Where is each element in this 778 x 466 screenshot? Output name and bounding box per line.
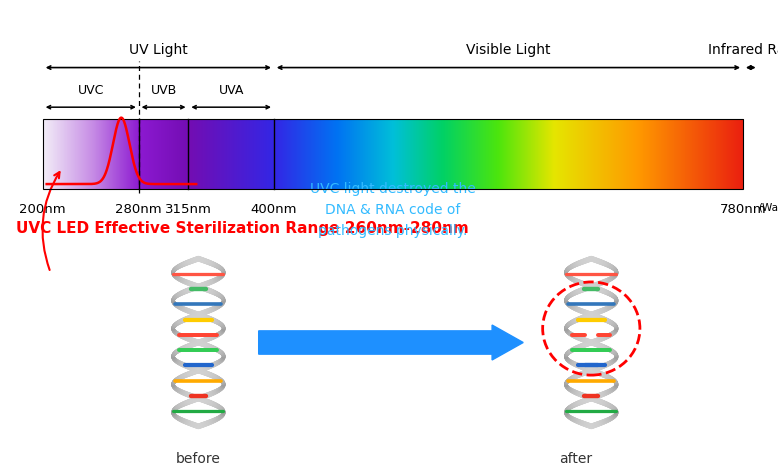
Text: before
sterilization: before sterilization: [158, 452, 239, 466]
Text: (Wavelength): (Wavelength): [759, 203, 778, 212]
Text: UVA: UVA: [219, 84, 244, 97]
Bar: [43, 119, 743, 189]
Text: after
sterilization: after sterilization: [535, 452, 616, 466]
Text: UVB: UVB: [150, 84, 177, 97]
Text: UVC: UVC: [78, 84, 104, 97]
FancyArrow shape: [258, 325, 523, 360]
Text: UVC LED Effective Sterilization Range 260nm-280nm: UVC LED Effective Sterilization Range 26…: [16, 221, 468, 236]
Text: UVC light destroyed the
DNA & RNA code of
pathogens physically.: UVC light destroyed the DNA & RNA code o…: [310, 183, 476, 238]
Text: Visible Light: Visible Light: [466, 43, 551, 57]
Text: 400nm: 400nm: [251, 203, 297, 216]
Text: UV Light: UV Light: [129, 43, 187, 57]
Text: 280nm: 280nm: [115, 203, 162, 216]
Text: 315nm: 315nm: [165, 203, 212, 216]
Text: Infrared Ray: Infrared Ray: [708, 43, 778, 57]
Text: 780nm: 780nm: [720, 203, 766, 216]
Text: 200nm: 200nm: [19, 203, 66, 216]
